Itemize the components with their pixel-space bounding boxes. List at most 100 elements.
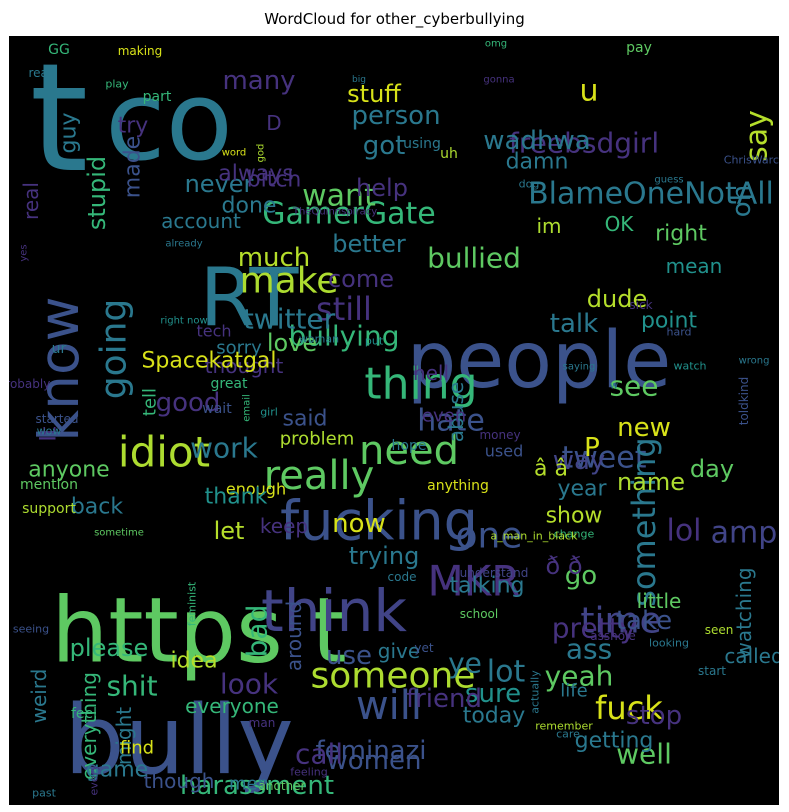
word-call: call [295, 738, 343, 771]
word-tweet: tweet [562, 441, 647, 476]
word-see: see [609, 370, 658, 403]
word-one: one [456, 516, 523, 557]
word-god: god [256, 144, 267, 163]
word-wow: wow [37, 425, 62, 438]
word-t: t [30, 36, 89, 206]
word-harassment: harassment [180, 771, 334, 801]
word-back: back [71, 495, 124, 520]
word-find: find [120, 738, 154, 759]
word-start: start [698, 664, 726, 678]
word-stuff: stuff [347, 80, 401, 108]
word-need: need [359, 428, 459, 474]
word-use: use [326, 641, 372, 671]
word-got: got [363, 131, 406, 161]
word-way: way [553, 446, 606, 476]
word-right: right [655, 222, 707, 247]
word-game: game [86, 758, 148, 783]
word-change: change [554, 528, 595, 541]
word-u: u [579, 74, 598, 109]
word-feeling: feeling [290, 766, 327, 779]
word-talk: talk [550, 309, 598, 339]
word-fucking: fucking [280, 490, 478, 553]
word-feel: feel [71, 706, 97, 722]
word-little: little [637, 589, 682, 613]
word-keep: keep [260, 514, 308, 538]
word-wait: wait [202, 401, 232, 417]
word-now: now [332, 509, 386, 539]
word-sorry: sorry [216, 338, 262, 359]
word-put: put [365, 335, 384, 348]
word-yet: yet [414, 641, 433, 655]
word-school: school [460, 607, 498, 621]
word-know: know [27, 296, 91, 441]
word-women: women [327, 746, 422, 776]
word-twitter: twitter [243, 303, 336, 336]
word-ye: ye [448, 647, 482, 680]
word-fuck: fuck [595, 689, 663, 727]
word-mention: mention [20, 477, 78, 493]
word-thequinnspiracy: TheQuinnspiracy [292, 207, 377, 218]
word-might: might [112, 707, 136, 765]
word-girl: girl [260, 406, 278, 419]
word-time: time [580, 601, 661, 642]
word-much: much [238, 243, 311, 273]
word-bullied: bullied [427, 242, 521, 275]
word-rt: RT [200, 252, 300, 345]
word-dog: dog [519, 178, 540, 191]
word-though: though [144, 769, 215, 793]
word-person: person [351, 101, 440, 131]
word-everything: everything [77, 672, 101, 780]
word-ass: ass [566, 633, 612, 666]
word-hate: hate [417, 404, 485, 439]
word-anything: anything [427, 478, 489, 494]
word-today: today [463, 704, 526, 729]
word-name: name [617, 468, 685, 496]
word-sometime: sometime [94, 528, 144, 539]
word-uh: uh [440, 146, 458, 162]
word-love: love [267, 329, 317, 357]
word-lol: lol [666, 514, 701, 549]
word-saying: saying [563, 362, 596, 373]
word-feminist: feminist [186, 581, 199, 626]
word-gonna: gonna [483, 75, 514, 86]
word-problem: problem [280, 429, 354, 450]
word-well: well [616, 738, 672, 771]
word-dude: dude [587, 285, 647, 313]
word-seeing: seeing [13, 623, 49, 636]
word-going: going [94, 299, 135, 400]
word-read: read [28, 66, 55, 80]
word-omg: omg [485, 39, 507, 50]
word-asshole: asshole [590, 629, 636, 643]
word-men: men [229, 774, 269, 795]
word-pay: pay [626, 40, 652, 56]
word-probably: probably [9, 377, 50, 391]
word-thing: thing [364, 359, 477, 410]
word-making: making [118, 44, 163, 58]
word-idea: idea [170, 649, 217, 674]
word-understand: understand [460, 566, 529, 580]
word-good: good [156, 388, 221, 418]
word-p: P [584, 433, 600, 463]
word-freebsdgirl: freebsdgirl [509, 127, 659, 160]
word-many: many [222, 66, 295, 96]
word-mean: mean [666, 254, 723, 278]
word-looking: looking [649, 637, 689, 650]
word-care: care [556, 728, 580, 741]
word-people: people [407, 316, 671, 406]
word-play: play [105, 78, 129, 91]
word-everyone: everyone [185, 694, 279, 718]
word-amp: amp [711, 516, 778, 551]
word-thought: thought [205, 354, 284, 378]
chart-title: WordCloud for other_cyberbullying [264, 10, 525, 28]
word-please: please [70, 634, 149, 662]
word-another: another [259, 779, 306, 793]
word-stupid: stupid [83, 156, 111, 230]
word-feminazi: feminazi [316, 736, 427, 766]
word-even: even [422, 406, 466, 427]
word-money: money [479, 428, 520, 442]
word--: â â [534, 457, 568, 482]
word-mkr: MKR [428, 557, 521, 606]
word-weird: weird [27, 669, 51, 724]
word-part: part [143, 89, 172, 105]
word-gg: GG [48, 42, 70, 58]
